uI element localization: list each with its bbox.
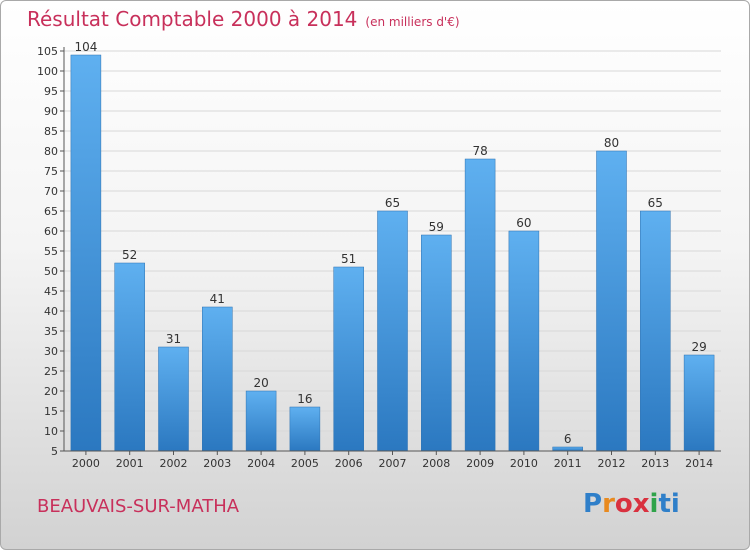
y-tick-label: 60	[44, 225, 58, 238]
bars	[70, 54, 715, 452]
chart-subtitle: (en milliers d'€)	[365, 15, 460, 29]
data-label: 59	[429, 220, 444, 234]
x-tick-label: 2005	[291, 457, 319, 470]
bar	[158, 346, 189, 452]
chart-title-text: Résultat Comptable 2000 à 2014	[27, 7, 358, 31]
data-label: 80	[604, 136, 619, 150]
brand-logo-letter: i	[649, 489, 659, 519]
y-tick-label: 80	[44, 145, 58, 158]
x-tick-label: 2012	[598, 457, 626, 470]
x-tick-label: 2003	[203, 457, 231, 470]
y-tick-label: 70	[44, 185, 58, 198]
data-labels: 104 52 31 41 20 16 51 65 59 78 60 6 80 65 29	[74, 40, 706, 446]
y-tick-label: 25	[44, 365, 58, 378]
x-tick-label: 2010	[510, 457, 538, 470]
data-label: 65	[648, 196, 663, 210]
y-tick-label: 35	[44, 325, 58, 338]
y-tick-label: 45	[44, 285, 58, 298]
brand-logo-letter: r	[602, 489, 615, 519]
bar	[508, 230, 540, 452]
data-label: 60	[516, 216, 531, 230]
data-label: 16	[297, 392, 312, 406]
x-tick-label: 2002	[160, 457, 188, 470]
y-tick-label: 5	[51, 445, 58, 458]
y-tick-label: 105	[37, 45, 58, 58]
y-tick-label: 90	[44, 105, 58, 118]
y-tick-label: 40	[44, 305, 58, 318]
x-tick-label: 2014	[685, 457, 713, 470]
y-tick-label: 75	[44, 165, 58, 178]
bar	[640, 210, 671, 452]
bar	[683, 354, 715, 452]
bar	[377, 210, 408, 452]
bar	[333, 266, 364, 452]
y-tick-label: 50	[44, 265, 58, 278]
town-name: BEAUVAIS-SUR-MATHA	[37, 496, 240, 517]
data-label: 31	[166, 332, 181, 346]
y-tick-label: 100	[37, 65, 58, 78]
data-label: 20	[253, 376, 268, 390]
bar	[596, 150, 627, 452]
y-tick-label: 10	[44, 425, 58, 438]
x-tick-label: 2001	[116, 457, 144, 470]
x-tick-label: 2013	[641, 457, 669, 470]
data-label: 51	[341, 252, 356, 266]
x-tick-label: 2006	[335, 457, 363, 470]
bar	[421, 234, 452, 452]
bar	[552, 446, 583, 452]
data-label: 65	[385, 196, 400, 210]
y-tick-label: 65	[44, 205, 58, 218]
y-tick-label: 85	[44, 125, 58, 138]
chart-title: Résultat Comptable 2000 à 2014 (en millie…	[27, 7, 460, 31]
bar	[70, 54, 102, 452]
brand-logo-letter: o	[614, 489, 633, 519]
data-label: 52	[122, 248, 137, 262]
x-tick-label: 2008	[422, 457, 450, 470]
y-tick-label: 55	[44, 245, 58, 258]
y-tick-labels: 5 10 15 20 25 30 35 40 45 50 55 60 65 70 75 80 85 90 95 100…	[37, 45, 58, 458]
brand-logo: Proxiti	[583, 489, 680, 519]
y-tick-label: 20	[44, 385, 58, 398]
brand-logo-letter: P	[583, 489, 603, 519]
y-tick-label: 30	[44, 345, 58, 358]
bar	[202, 306, 233, 452]
x-tick-label: 2007	[379, 457, 407, 470]
x-tick-label: 2004	[247, 457, 275, 470]
x-tick-label: 2000	[72, 457, 100, 470]
brand-logo-letter: ti	[658, 489, 680, 519]
x-tick-labels: 2000 2001 2002 2003 2004 2005 2006 2007 2008 2009…	[72, 451, 713, 470]
bar	[464, 158, 496, 452]
y-tick-label: 15	[44, 405, 58, 418]
y-tick-label: 95	[44, 85, 58, 98]
x-tick-label: 2009	[466, 457, 494, 470]
data-label: 78	[472, 144, 487, 158]
data-label: 29	[691, 340, 706, 354]
data-label: 41	[210, 292, 225, 306]
x-tick-label: 2011	[554, 457, 582, 470]
bar	[114, 262, 145, 452]
data-label: 104	[74, 40, 97, 54]
bar	[289, 406, 321, 452]
bar	[245, 390, 277, 452]
data-label: 6	[564, 432, 572, 446]
brand-logo-letter: x	[632, 489, 650, 519]
